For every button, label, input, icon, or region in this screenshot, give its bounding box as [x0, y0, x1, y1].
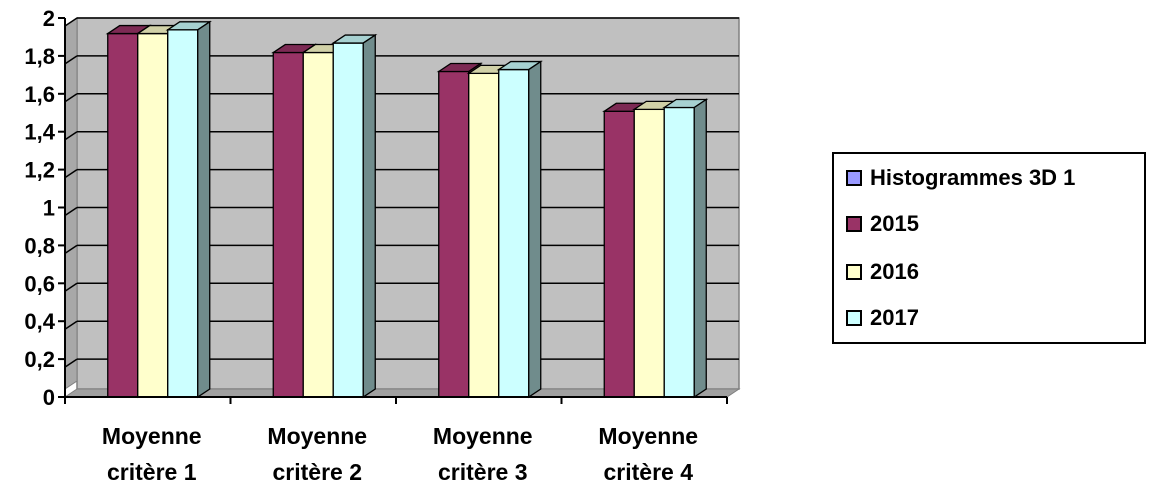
y-tick-label: 1,2	[24, 158, 55, 183]
y-tick-label: 1,6	[24, 82, 55, 107]
legend-swatch	[846, 170, 862, 186]
legend-label: 2015	[870, 211, 919, 236]
gridline-side	[64, 206, 78, 217]
y-tick-label: 0,8	[24, 233, 55, 258]
bars	[105, 20, 709, 399]
x-category-label: critère 4	[603, 459, 693, 485]
x-category-label: Moyenne	[102, 423, 202, 449]
y-tick-label: 0,2	[24, 347, 55, 372]
gridline-side	[64, 320, 78, 330]
gridline-side	[64, 93, 78, 103]
y-tick-label: 2	[43, 6, 55, 31]
gridline-side	[64, 17, 78, 27]
bar-front	[332, 42, 364, 398]
legend-item: 2017	[846, 304, 919, 332]
bar-front	[663, 106, 695, 398]
bar-side	[362, 33, 376, 399]
legend-item: Histogrammes 3D 1	[846, 164, 1075, 192]
bar	[331, 33, 378, 399]
legend-label: Histogrammes 3D 1	[870, 165, 1076, 190]
bar	[662, 98, 709, 399]
legend-label: 2017	[870, 305, 919, 330]
y-tick-label: 1	[43, 196, 55, 221]
bar-front	[438, 70, 470, 398]
gridline-side	[64, 168, 78, 179]
bar	[496, 60, 543, 399]
gridline-side	[64, 55, 78, 65]
bar-side	[528, 60, 542, 399]
gridline-side	[64, 282, 78, 292]
bar-front	[107, 32, 139, 398]
y-tick-label: 1,8	[24, 44, 55, 69]
bar-side	[197, 20, 211, 399]
legend-item: 2015	[846, 210, 919, 238]
x-axis-categories: Moyenne critère 1 Moyenne critère 2 Moyenne c…	[102, 423, 698, 485]
y-tick-label: 0	[43, 385, 55, 410]
legend-swatch	[846, 216, 862, 232]
bar-front	[603, 110, 635, 398]
bar-front	[302, 51, 334, 398]
gridline-side	[64, 244, 78, 255]
x-category-label: critère 1	[107, 459, 197, 485]
x-category-label: critère 3	[438, 459, 528, 485]
gridline-side	[64, 358, 78, 368]
bar-front	[468, 72, 500, 398]
x-category-label: critère 2	[272, 459, 362, 485]
side-wall	[64, 17, 78, 390]
bar-front	[498, 68, 530, 398]
bar-front	[633, 108, 665, 398]
gridline-side	[64, 131, 78, 141]
bar-side	[693, 98, 707, 399]
legend-item: 2016	[846, 258, 919, 286]
y-tick-label: 1,4	[24, 120, 55, 145]
bar	[165, 20, 212, 399]
y-axis-ticks: 0 0,2 0,4 0,6 0,8 1 1,2 1,4 1,6 1,8 2	[24, 6, 65, 410]
bar-front	[137, 32, 169, 398]
x-category-label: Moyenne	[267, 423, 367, 449]
legend-swatch	[846, 264, 862, 280]
legend-swatch	[846, 310, 862, 326]
y-tick-label: 0,4	[24, 309, 55, 334]
legend-label: 2016	[870, 259, 919, 284]
x-category-label: Moyenne	[433, 423, 533, 449]
y-tick-label: 0,6	[24, 271, 55, 296]
bar-front	[272, 51, 304, 398]
bar-front	[167, 29, 199, 398]
x-category-label: Moyenne	[598, 423, 698, 449]
legend: Histogrammes 3D 1 2015 2016 2017	[832, 152, 1146, 344]
